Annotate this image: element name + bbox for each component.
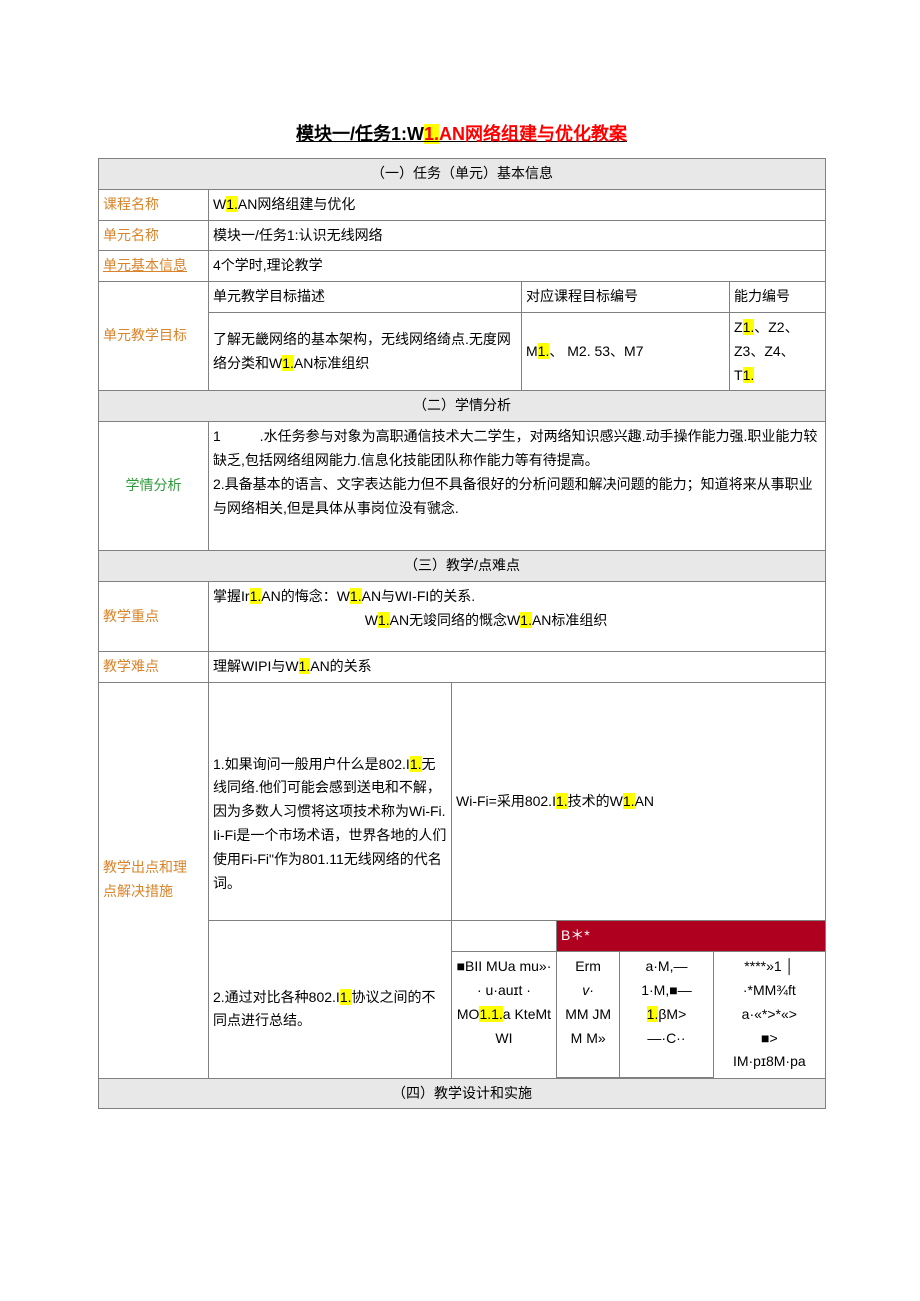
unit-name-label: 单元名称 (99, 220, 209, 251)
unit-info-value: 4个学时,理论教学 (209, 251, 826, 282)
unit-name-value: 模块一/任务1:认识无线网络 (209, 220, 826, 251)
section-header-keypoints: （三）教学/点难点 (99, 551, 826, 582)
goals-col-ability: 能力编号 (730, 282, 826, 313)
section-header-learning: （二）学情分析 (99, 391, 826, 422)
diagram-c1: ■BII MUa mu»·· u·auɪt · MO1.1.a KteMtWI (452, 952, 556, 1077)
learning-text: 1 .水任务参与对象为高职通信技术大二学生，对两络知识感兴趣.动手操作能力强.职… (209, 422, 826, 551)
measures-r1-right: Wi-Fi=采用802.I1.技术的W1.AN (452, 682, 826, 921)
course-name-value: W1.AN网络组建与优化 (209, 189, 826, 220)
diagram-header: B＊* (556, 921, 825, 951)
keypoint-text: 掌握Ir1.AN的悔念：W1.AN与WI-FI的关系. W1.AN无竣同络的慨念… (209, 582, 826, 652)
goals-col-codes: 对应课程目标编号 (522, 282, 730, 313)
goals-desc: 了解无畿网络的基本架构，无线网络绮点.无度网络分类和W1.AN标准组织 (209, 312, 522, 390)
measures-r2-left: 2.通过对比各种802.I1.协议之间的不同点进行总结。 (209, 921, 452, 1078)
diagram-c4: ****»1 │ ·*MM¾ft a·«*>*«> ■> IM·pɪ8M·pa (713, 952, 825, 1077)
section-header-design: （四）教学设计和实施 (99, 1078, 826, 1109)
lesson-plan-table: （一）任务（单元）基本信息 课程名称 W1.AN网络组建与优化 单元名称 模块一… (98, 158, 826, 1109)
course-name-label: 课程名称 (99, 189, 209, 220)
goals-codes: M1.、 M2. 53、M7 (522, 312, 730, 390)
title-highlight: 1. (424, 124, 439, 144)
difficulty-text: 理解WIPI与W1.AN的关系 (209, 651, 826, 682)
measures-label: 教学出点和理点解决措施 (99, 682, 209, 1078)
goals-ability: Z1.、Z2、 Z3、Z4、 T1. (730, 312, 826, 390)
diagram-c3: a·M,— 1·M,■— 1.βM> —·C·· (620, 952, 713, 1077)
protocol-diagram: B＊* ■BII MUa mu»·· u·auɪt · MO1.1.a KteM… (452, 921, 825, 1077)
unit-info-label: 单元基本信息 (99, 251, 209, 282)
title-prefix: 模块一/任务1:W (296, 124, 424, 144)
measures-r2-diagram: B＊* ■BII MUa mu»·· u·auɪt · MO1.1.a KteM… (452, 921, 826, 1078)
page-title: 模块一/任务1:W1.AN网络组建与优化教案 (98, 120, 825, 146)
diagram-c2: Erm v· MM JM M M» (556, 952, 619, 1077)
section-header-basic: （一）任务（单元）基本信息 (99, 159, 826, 190)
learning-label: 学情分析 (99, 422, 209, 551)
keypoint-label: 教学重点 (99, 582, 209, 652)
title-suffix: AN网络组建与优化教案 (439, 124, 627, 144)
goals-col-desc: 单元教学目标描述 (209, 282, 522, 313)
difficulty-label: 教学难点 (99, 651, 209, 682)
measures-r1-left: 1.如果询问一般用户什么是802.I1.无线同络.他们可能会感到送电和不解，因为… (209, 682, 452, 921)
goals-label: 单元教学目标 (99, 282, 209, 391)
